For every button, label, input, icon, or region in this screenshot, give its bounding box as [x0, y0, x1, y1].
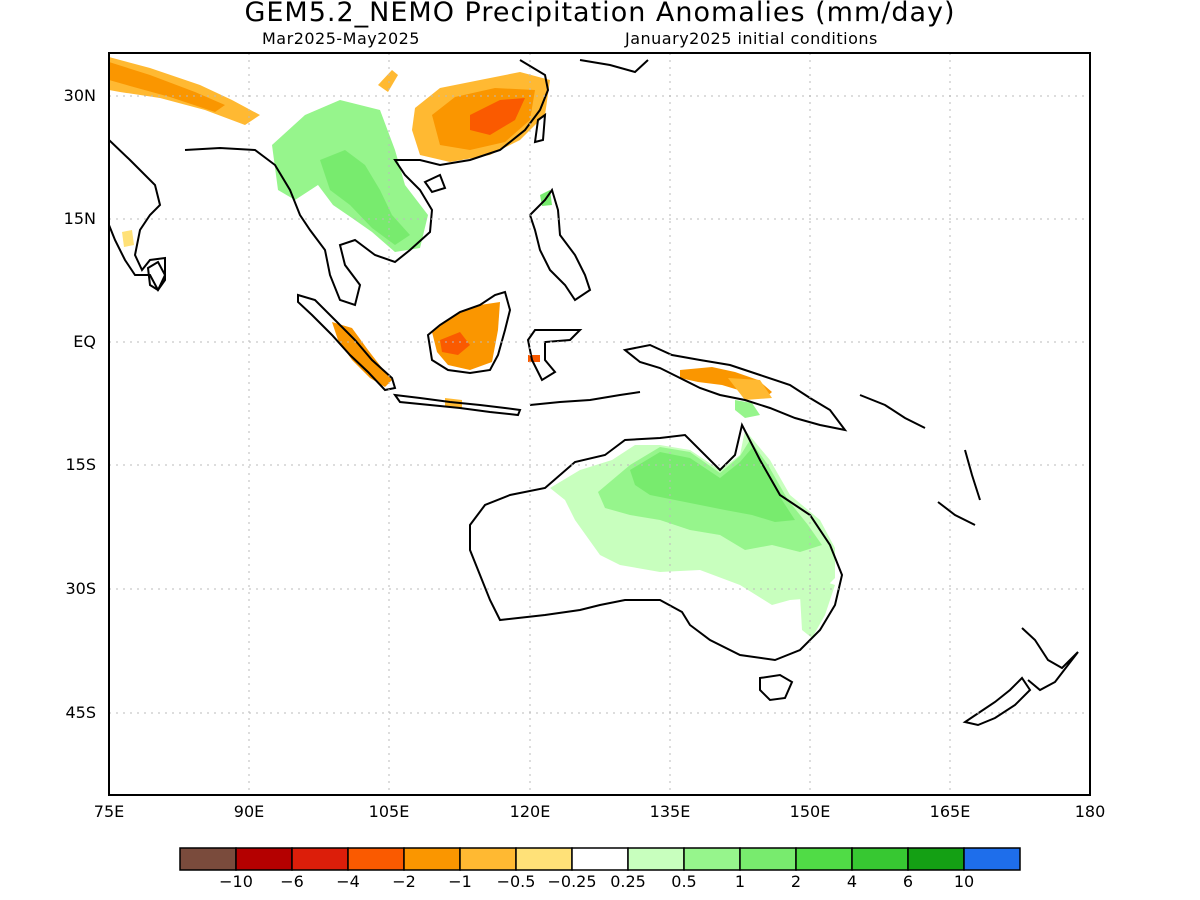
coast-australia — [469, 422, 844, 662]
lon-label: 150E — [789, 802, 831, 821]
lat-label: 15N — [63, 209, 96, 228]
colorbar-swatch — [907, 847, 965, 871]
colorbar-tick-label: 10 — [953, 872, 975, 891]
lon-label: 90E — [233, 802, 265, 821]
coast-java — [392, 393, 522, 417]
colorbar-swatch — [347, 847, 405, 871]
coast-sulawesi — [526, 329, 583, 382]
coast-india — [109, 139, 166, 292]
colorbar-swatch — [515, 847, 573, 871]
lon-label: 120E — [509, 802, 551, 821]
anomaly-region-australia-strong — [630, 448, 795, 522]
colorbar-tick-label: 1 — [734, 872, 746, 891]
anomaly-region-tibet — [378, 70, 398, 92]
anomaly-shading — [109, 57, 835, 638]
anomaly-region-himalaya-core — [109, 62, 225, 112]
lat-label: 45S — [65, 703, 96, 722]
anomaly-region-indochina-core — [320, 150, 410, 245]
anomaly-region-sulawesi — [528, 355, 540, 362]
lat-label: 30S — [65, 579, 96, 598]
anomaly-region-new-guinea-wet — [735, 400, 760, 418]
coast-new-zealand-south — [962, 676, 1032, 727]
colorbar-swatch — [291, 847, 349, 871]
lat-label: 30N — [63, 86, 96, 105]
colorbar-tick-label: 6 — [902, 872, 914, 891]
lon-label: 135E — [649, 802, 691, 821]
coast-hainan — [423, 173, 447, 194]
initial-conditions: January2025 initial conditions — [625, 29, 878, 48]
anomaly-region-borneo-core — [440, 332, 470, 355]
colorbar-tick-label: −4 — [336, 872, 360, 891]
coast-tasmania — [759, 673, 794, 702]
colorbar-tick-label: −1 — [448, 872, 472, 891]
colorbar-tick-label: 2 — [790, 872, 802, 891]
coast-bengal-indochina — [184, 59, 550, 307]
colorbar-tick-label: −0.25 — [547, 872, 597, 891]
colorbar-tick-label: 0.25 — [610, 872, 646, 891]
colorbar-swatch — [795, 847, 853, 871]
colorbar — [179, 847, 1021, 871]
anomaly-region-new-guinea-light — [728, 378, 772, 400]
colorbar-tick-label: −2 — [392, 872, 416, 891]
colorbar-swatch — [179, 847, 237, 871]
colorbar-tick-label: −10 — [219, 872, 253, 891]
colorbar-tick-label: 0.5 — [671, 872, 697, 891]
lon-label: 180 — [1074, 802, 1106, 821]
colorbar-tick-label: −6 — [280, 872, 304, 891]
coastlines — [109, 59, 1079, 727]
map-frame — [108, 52, 1091, 796]
colorbar-swatch — [851, 847, 909, 871]
forecast-period: Mar2025-May2025 — [262, 29, 420, 48]
coast-taiwan — [533, 112, 547, 144]
anomaly-region-india-south — [122, 230, 134, 247]
map-title: GEM5.2_NEMO Precipitation Anomalies (mm/… — [244, 0, 956, 28]
coast-solomons — [859, 394, 926, 429]
coast-sri-lanka — [146, 260, 167, 292]
colorbar-swatch — [963, 847, 1021, 871]
colorbar-swatch — [739, 847, 797, 871]
coast-new-zealand-north — [1021, 627, 1079, 692]
coast-vanuatu — [964, 449, 981, 501]
coast-new-caledonia — [937, 501, 976, 526]
colorbar-tick-label: 4 — [846, 872, 858, 891]
colorbar-swatch — [403, 847, 461, 871]
coast-philippines — [528, 187, 592, 302]
lon-label: 105E — [368, 802, 410, 821]
coast-new-guinea — [622, 343, 848, 432]
colorbar-swatch — [235, 847, 293, 871]
anomaly-region-south-china-peak — [470, 98, 525, 135]
coast-lesser-sunda — [529, 391, 641, 406]
colorbar-swatch — [459, 847, 517, 871]
colorbar-swatch — [571, 847, 629, 871]
coast-sumatra — [297, 293, 397, 392]
colorbar-swatch — [683, 847, 741, 871]
colorbar-swatch — [627, 847, 685, 871]
colorbar-tick-label: −0.5 — [496, 872, 536, 891]
lat-label: 15S — [65, 455, 96, 474]
coast-borneo — [426, 290, 512, 375]
anomaly-region-east-australia — [800, 580, 835, 638]
lon-label: 165E — [929, 802, 971, 821]
coast-japan — [579, 59, 649, 74]
anomaly-region-borneo — [432, 302, 500, 370]
lat-label: EQ — [73, 332, 96, 351]
gridlines — [109, 53, 1090, 795]
anomaly-region-sumatra — [332, 322, 392, 387]
lon-label: 75E — [93, 802, 125, 821]
